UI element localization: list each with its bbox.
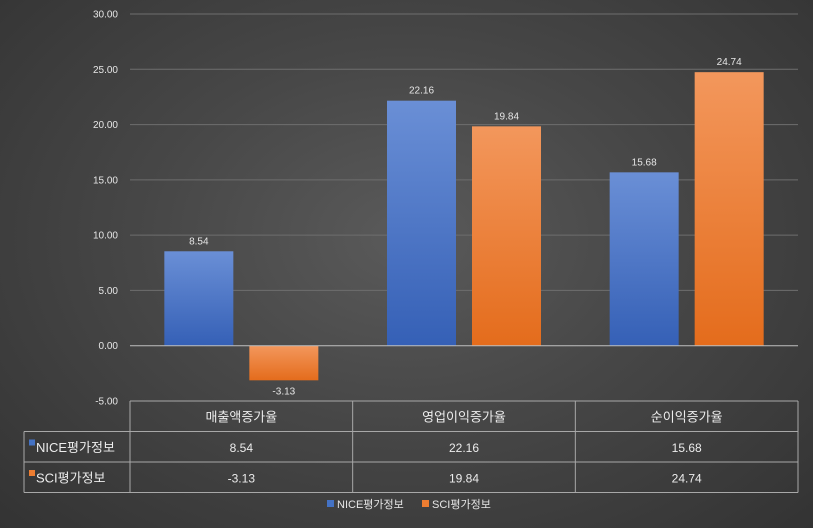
- bar-nice-2: [609, 172, 679, 346]
- y-tick-label: 30.00: [93, 10, 118, 21]
- row-series-name: NICE평가정보: [36, 440, 115, 455]
- legend-key: [327, 500, 334, 507]
- bar-nice-1: [387, 100, 456, 346]
- data-label: -3.13: [272, 386, 295, 397]
- table-cell: 24.74: [672, 471, 702, 485]
- y-tick-label: 5.00: [99, 286, 119, 297]
- category-label: 매출액증가율: [205, 409, 277, 424]
- table-cell: 19.84: [449, 471, 479, 485]
- category-label: 순이익증가율: [651, 409, 723, 424]
- y-tick-label: 10.00: [93, 231, 118, 242]
- gridlines: [130, 13, 798, 402]
- data-label: 8.54: [189, 236, 209, 247]
- bar-sci-2: [694, 72, 764, 346]
- bars: [164, 72, 764, 381]
- legend-label: NICE평가정보: [337, 498, 404, 511]
- bar-sci-1: [472, 126, 541, 346]
- table-cell: 15.68: [672, 441, 702, 455]
- y-tick-label: 25.00: [93, 65, 118, 76]
- bar-nice-0: [164, 251, 234, 346]
- table-cell: 22.16: [449, 441, 479, 455]
- data-labels: 8.54 -3.13 22.16 19.84 15.68 24.74: [189, 57, 742, 397]
- y-axis-tick-labels: -5.00 0.00 5.00 10.00 15.00 20.00 25.00 30.00: [93, 10, 118, 408]
- row-legend-key: [29, 470, 35, 476]
- table-cell: -3.13: [228, 471, 256, 485]
- row-series-name: SCI평가정보: [36, 470, 106, 485]
- category-label: 영업이익증가율: [422, 409, 506, 424]
- legend-label: SCI평가정보: [432, 498, 491, 511]
- y-tick-label: -5.00: [95, 397, 118, 408]
- y-tick-label: 0.00: [99, 341, 119, 352]
- y-tick-label: 15.00: [93, 175, 118, 186]
- bar-sci-0: [249, 345, 319, 381]
- row-legend-key: [29, 439, 35, 446]
- table-cell: 8.54: [230, 441, 254, 455]
- data-label: 19.84: [494, 111, 519, 122]
- data-label: 15.68: [632, 157, 657, 168]
- data-table: 매출액증가율 영업이익증가율 순이익증가율 NICE평가정보 8.54 22.16 15.6…: [23, 400, 799, 493]
- data-label: 22.16: [409, 86, 434, 97]
- legend-key: [422, 500, 429, 507]
- data-label: 24.74: [717, 57, 742, 68]
- legend: NICE평가정보 SCI평가정보: [327, 498, 491, 511]
- y-tick-label: 20.00: [93, 120, 118, 131]
